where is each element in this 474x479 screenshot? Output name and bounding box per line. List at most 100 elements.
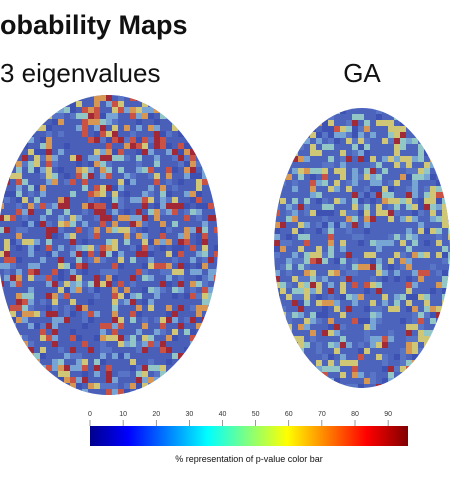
- pixel: [112, 137, 118, 143]
- pixel: [310, 252, 316, 258]
- pixel: [340, 336, 346, 342]
- pixel: [130, 221, 136, 227]
- pixel: [352, 114, 358, 120]
- pixel: [310, 258, 316, 264]
- pixel: [382, 276, 388, 282]
- pixel: [448, 354, 450, 360]
- pixel: [418, 336, 424, 342]
- pixel: [418, 132, 424, 138]
- pixel: [304, 324, 310, 330]
- pixel: [202, 149, 208, 155]
- pixel: [28, 299, 34, 305]
- pixel: [286, 144, 292, 150]
- pixel: [136, 149, 142, 155]
- panel-label: GA: [343, 58, 381, 88]
- pixel: [340, 282, 346, 288]
- pixel: [424, 336, 430, 342]
- pixel: [436, 144, 442, 150]
- pixel: [154, 365, 160, 371]
- pixel: [394, 114, 400, 120]
- pixel: [424, 384, 430, 388]
- pixel: [112, 251, 118, 257]
- pixel: [196, 125, 202, 131]
- pixel: [184, 263, 190, 269]
- pixel: [292, 366, 298, 372]
- pixel: [166, 167, 172, 173]
- pixel: [172, 353, 178, 359]
- pixel: [40, 389, 46, 395]
- pixel: [214, 353, 218, 359]
- pixel: [148, 257, 154, 263]
- pixel: [100, 323, 106, 329]
- pixel: [28, 311, 34, 317]
- pixel: [388, 138, 394, 144]
- pixel: [304, 378, 310, 384]
- pixel: [370, 174, 376, 180]
- pixel: [184, 347, 190, 353]
- pixel: [136, 197, 142, 203]
- pixel: [100, 185, 106, 191]
- pixel: [202, 287, 208, 293]
- pixel: [304, 210, 310, 216]
- pixel: [34, 167, 40, 173]
- pixel: [400, 294, 406, 300]
- pixel: [208, 173, 214, 179]
- pixel: [448, 318, 450, 324]
- pixel: [160, 233, 166, 239]
- pixel: [352, 168, 358, 174]
- pixel: [352, 318, 358, 324]
- pixel: [286, 342, 292, 348]
- pixel: [190, 113, 196, 119]
- pixel: [418, 252, 424, 258]
- pixel: [274, 156, 280, 162]
- pixel: [112, 335, 118, 341]
- pixel: [142, 347, 148, 353]
- pixel: [412, 270, 418, 276]
- pixel: [376, 174, 382, 180]
- pixel: [304, 234, 310, 240]
- pixel: [136, 215, 142, 221]
- pixel: [322, 258, 328, 264]
- pixel: [100, 161, 106, 167]
- pixel: [370, 264, 376, 270]
- pixel: [112, 299, 118, 305]
- pixel: [106, 173, 112, 179]
- pixel: [322, 144, 328, 150]
- pixel: [370, 156, 376, 162]
- pixel: [4, 323, 10, 329]
- pixel: [286, 132, 292, 138]
- pixel: [370, 216, 376, 222]
- pixel: [358, 294, 364, 300]
- pixel: [88, 191, 94, 197]
- pixel: [142, 251, 148, 257]
- pixel: [118, 137, 124, 143]
- pixel: [52, 113, 58, 119]
- pixel: [70, 377, 76, 383]
- pixel: [142, 239, 148, 245]
- pixel: [100, 197, 106, 203]
- pixel: [94, 311, 100, 317]
- pixel: [370, 252, 376, 258]
- pixel: [40, 137, 46, 143]
- pixel: [280, 384, 286, 388]
- pixel: [4, 257, 10, 263]
- pixel: [412, 156, 418, 162]
- pixel: [52, 251, 58, 257]
- pixel: [214, 275, 218, 281]
- pixel: [46, 167, 52, 173]
- pixel: [172, 311, 178, 317]
- pixel: [358, 234, 364, 240]
- pixel: [412, 378, 418, 384]
- pixel: [202, 323, 208, 329]
- pixel: [286, 336, 292, 342]
- pixel: [316, 288, 322, 294]
- pixel: [178, 131, 184, 137]
- pixel: [196, 143, 202, 149]
- pixel: [88, 281, 94, 287]
- pixel: [352, 210, 358, 216]
- pixel: [82, 281, 88, 287]
- pixel: [292, 156, 298, 162]
- pixel: [10, 173, 16, 179]
- pixel: [286, 240, 292, 246]
- pixel: [106, 167, 112, 173]
